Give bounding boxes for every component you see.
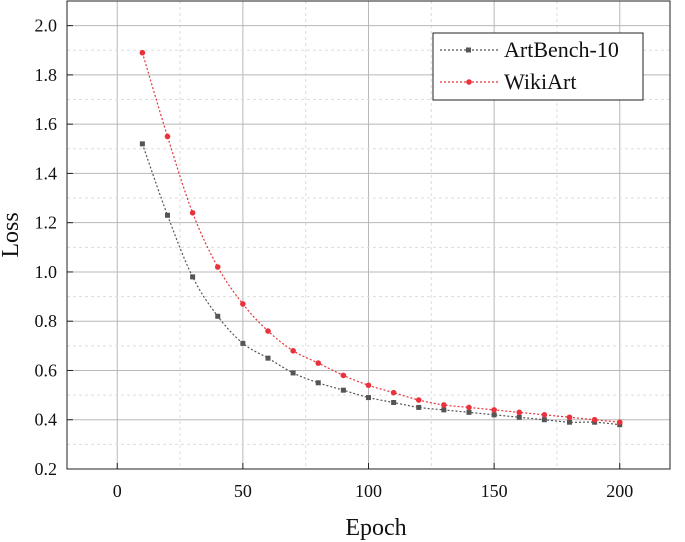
data-point — [491, 407, 497, 413]
legend-entries: ArtBench-10 WikiArt — [440, 37, 619, 94]
legend-marker — [466, 79, 472, 85]
series-line — [141, 143, 620, 426]
data-point — [516, 414, 522, 420]
data-point — [591, 416, 598, 423]
data-point — [366, 395, 371, 401]
data-point — [491, 412, 497, 418]
data-point — [139, 141, 145, 147]
data-point — [516, 409, 523, 416]
x-tick-label: 200 — [606, 481, 633, 501]
x-tick-label: 50 — [234, 481, 252, 501]
data-point — [541, 417, 547, 423]
data-point — [315, 360, 322, 366]
data-point — [214, 264, 221, 270]
data-point — [240, 301, 246, 307]
data-point — [567, 419, 572, 425]
data-point — [340, 372, 347, 379]
y-tick-label: 0.2 — [35, 459, 58, 479]
y-tick-label: 1.4 — [35, 163, 58, 183]
series-layer — [139, 49, 623, 428]
data-point — [164, 133, 171, 140]
data-point — [365, 382, 372, 389]
x-tick-label: 150 — [481, 481, 508, 501]
y-tick-label: 1.0 — [35, 262, 58, 282]
data-point — [340, 387, 346, 393]
data-point — [165, 212, 170, 218]
x-tick-label: 0 — [113, 481, 122, 501]
data-point — [466, 404, 472, 411]
axis-ticks: 0 50 100 150 200 0.2 0.4 0.6 0.8 1.0 1.2 1.4 1.6 1.8 2… — [35, 16, 634, 501]
data-point — [566, 414, 573, 421]
x-tick-label: 100 — [355, 481, 382, 501]
data-point — [265, 328, 271, 334]
x-axis-title: Epoch — [345, 515, 406, 541]
data-point — [240, 340, 246, 346]
y-tick-label: 1.6 — [35, 114, 58, 134]
data-point — [265, 355, 271, 361]
data-point — [139, 49, 146, 56]
data-point — [441, 402, 447, 408]
y-tick-label: 2.0 — [35, 16, 58, 36]
series-line — [141, 52, 620, 423]
legend-label: WikiArt — [504, 69, 576, 94]
data-point — [415, 397, 422, 403]
data-point — [541, 412, 548, 418]
data-point — [315, 380, 321, 386]
data-point — [416, 404, 422, 410]
data-point — [390, 389, 397, 396]
legend: ArtBench-10 WikiArt — [432, 32, 644, 101]
data-point — [441, 407, 447, 413]
data-point — [391, 399, 397, 405]
data-point — [290, 347, 296, 354]
data-point — [189, 210, 196, 216]
y-tick-label: 1.2 — [35, 213, 58, 233]
data-point — [466, 409, 472, 415]
y-axis-title: Loss — [0, 212, 24, 257]
data-point — [215, 313, 221, 319]
y-tick-label: 1.8 — [35, 65, 58, 85]
data-point — [190, 274, 196, 280]
y-tick-label: 0.6 — [35, 360, 58, 380]
series-wikiart — [139, 49, 623, 426]
y-tick-label: 0.4 — [35, 410, 58, 430]
legend-marker — [466, 47, 471, 53]
series-artbench-10 — [139, 141, 623, 428]
legend-box — [432, 32, 644, 101]
data-point — [616, 419, 623, 426]
y-tick-label: 0.8 — [35, 311, 58, 331]
legend-label: ArtBench-10 — [504, 37, 619, 62]
data-point — [290, 370, 296, 376]
